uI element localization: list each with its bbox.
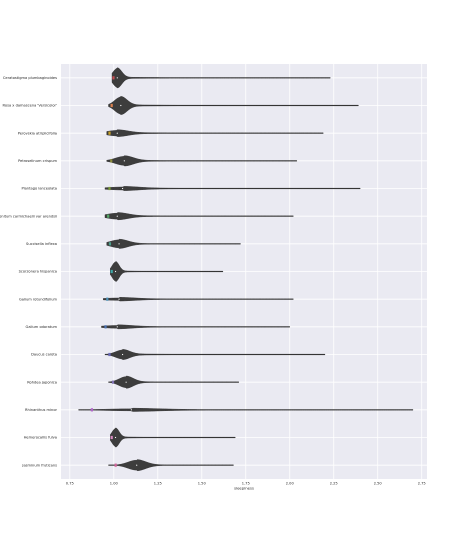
violin-median-point bbox=[116, 215, 118, 217]
category-label: Galium rotundifolium bbox=[19, 297, 57, 301]
x-tick-label: 1.25 bbox=[154, 482, 162, 486]
violin-color-marker bbox=[110, 269, 113, 274]
violin-group bbox=[106, 238, 241, 249]
category-label: Aconitum carmichaelii var arendsii bbox=[0, 214, 57, 218]
violin-body bbox=[103, 297, 294, 302]
violin-group bbox=[108, 459, 234, 472]
violin-body bbox=[104, 186, 361, 191]
violin-median-point bbox=[116, 132, 118, 134]
x-tick-label: 2.00 bbox=[286, 482, 295, 486]
violin-group bbox=[78, 407, 414, 412]
category-label: Rosa x damascena 'Versicolor' bbox=[3, 104, 57, 108]
violin-median-point bbox=[116, 77, 118, 79]
category-labels: Ceratostigma plumbaginoides Rosa x damasc… bbox=[0, 76, 58, 467]
violin-color-marker bbox=[104, 325, 107, 329]
category-label: Daucus carota bbox=[31, 353, 57, 357]
violin-median-point bbox=[136, 464, 138, 466]
x-tick-label: 2.50 bbox=[374, 482, 383, 486]
violin-group bbox=[106, 129, 324, 137]
violin-color-marker bbox=[90, 408, 93, 412]
x-tick-label: 1.00 bbox=[110, 482, 119, 486]
violin-median-point bbox=[121, 353, 124, 356]
violin-body bbox=[104, 212, 294, 221]
violin-group bbox=[108, 96, 359, 115]
violin-color-marker bbox=[107, 214, 110, 218]
violin-color-marker bbox=[112, 76, 115, 80]
violin-body bbox=[78, 407, 414, 412]
violin-body bbox=[111, 67, 331, 89]
violin-color-marker bbox=[110, 159, 113, 163]
violin-color-marker bbox=[114, 463, 117, 467]
category-label: Rhinanthus minor bbox=[25, 408, 57, 412]
violin-color-marker bbox=[110, 103, 113, 108]
category-label: Rohdea japonica bbox=[27, 380, 57, 384]
violin-body bbox=[110, 427, 236, 448]
category-label: Hemerocallis fulva bbox=[24, 436, 57, 440]
violin-body bbox=[106, 155, 297, 167]
violin-color-marker bbox=[108, 131, 111, 135]
violin-color-marker bbox=[108, 352, 111, 357]
violin-median-point bbox=[121, 187, 124, 190]
violin-group bbox=[103, 297, 294, 302]
violin-body bbox=[106, 238, 241, 249]
violin-median-point bbox=[120, 104, 122, 107]
category-label: Jasminum fruticans bbox=[21, 463, 57, 467]
violin-color-marker bbox=[110, 435, 113, 440]
violin-median-point bbox=[114, 270, 117, 273]
x-tick-labels: 0.75 1.00 1.25 1.50 1.75 2.00 2.25 2.50 2.75 bbox=[66, 482, 426, 486]
violin-body bbox=[108, 459, 234, 472]
violin-median-point bbox=[116, 326, 118, 328]
violin-color-marker bbox=[108, 242, 112, 246]
x-tick-label: 0.75 bbox=[66, 482, 74, 486]
x-tick-label: 1.75 bbox=[242, 482, 250, 486]
x-tick-label: 2.25 bbox=[330, 482, 338, 486]
violin-body bbox=[110, 261, 224, 282]
violin-group bbox=[101, 324, 290, 330]
violin-group bbox=[110, 427, 236, 448]
violin-group bbox=[108, 375, 239, 389]
violin-group bbox=[104, 349, 326, 360]
x-tick-label: 1.50 bbox=[198, 482, 207, 486]
x-tick-label: 2.75 bbox=[418, 482, 426, 486]
violin-median-point bbox=[114, 436, 117, 439]
violin-color-marker bbox=[108, 186, 111, 191]
violin-group bbox=[104, 186, 361, 191]
category-label: Galium odoratum bbox=[26, 325, 58, 329]
x-axis-title: sleepiness bbox=[234, 486, 254, 491]
violin-body bbox=[108, 375, 239, 389]
category-label: Plantago lanceolata bbox=[21, 187, 57, 191]
violin-median-point bbox=[125, 381, 127, 383]
violin-body bbox=[108, 96, 359, 115]
category-label: Succisella inflexa bbox=[26, 242, 57, 246]
category-label: Petroselinum crispum bbox=[18, 159, 57, 163]
violin-median-point bbox=[118, 298, 120, 300]
violin-group bbox=[104, 212, 294, 221]
violin-body bbox=[106, 129, 324, 137]
violin-group bbox=[111, 67, 331, 89]
category-label: Perovskia atriplicifolia bbox=[18, 131, 57, 135]
violin-body bbox=[101, 324, 290, 330]
violins bbox=[78, 67, 414, 472]
violin-body bbox=[104, 349, 326, 360]
violin-group bbox=[110, 261, 224, 282]
violin-median-point bbox=[118, 243, 120, 245]
violin-median-point bbox=[130, 409, 132, 411]
violin-color-marker bbox=[111, 380, 115, 384]
violin-group bbox=[106, 155, 297, 167]
category-label: Ceratostigma plumbaginoides bbox=[3, 76, 57, 80]
category-label: Scorzonera hispanica bbox=[19, 270, 57, 274]
violin-color-marker bbox=[106, 297, 109, 301]
violin-median-point bbox=[123, 160, 125, 162]
